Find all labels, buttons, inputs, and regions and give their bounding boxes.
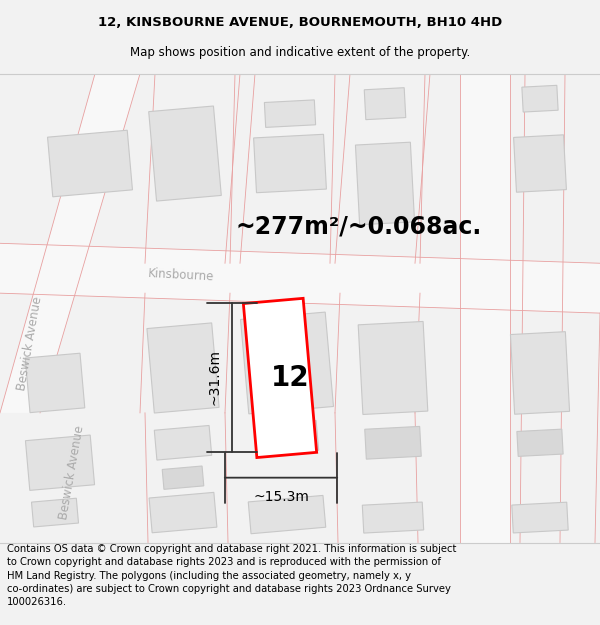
Polygon shape <box>248 496 326 534</box>
Text: ~277m²/~0.068ac.: ~277m²/~0.068ac. <box>235 214 481 238</box>
Polygon shape <box>362 502 424 533</box>
Polygon shape <box>154 426 212 460</box>
Polygon shape <box>162 466 204 489</box>
Polygon shape <box>460 74 510 542</box>
Polygon shape <box>358 321 428 414</box>
Text: Kinsbourne: Kinsbourne <box>148 267 215 283</box>
Polygon shape <box>254 134 326 192</box>
Text: ~15.3m: ~15.3m <box>253 489 309 504</box>
Polygon shape <box>0 74 140 413</box>
Polygon shape <box>512 502 568 533</box>
Text: 12: 12 <box>271 364 310 392</box>
Polygon shape <box>31 498 79 527</box>
Polygon shape <box>261 421 319 455</box>
Text: 12, KINSBOURNE AVENUE, BOURNEMOUTH, BH10 4HD: 12, KINSBOURNE AVENUE, BOURNEMOUTH, BH10… <box>98 16 502 29</box>
Polygon shape <box>241 312 334 414</box>
Polygon shape <box>364 88 406 119</box>
Polygon shape <box>511 332 569 414</box>
Polygon shape <box>0 243 600 313</box>
Polygon shape <box>355 142 415 225</box>
Text: Beswick Avenue: Beswick Avenue <box>58 424 86 521</box>
Polygon shape <box>365 426 421 459</box>
Polygon shape <box>265 100 316 127</box>
Text: Beswick Avenue: Beswick Avenue <box>16 295 44 391</box>
Text: Contains OS data © Crown copyright and database right 2021. This information is : Contains OS data © Crown copyright and d… <box>7 544 457 607</box>
Text: ~31.6m: ~31.6m <box>208 349 222 406</box>
Polygon shape <box>517 429 563 456</box>
Polygon shape <box>514 135 566 192</box>
Polygon shape <box>149 106 221 201</box>
Polygon shape <box>147 323 219 413</box>
Polygon shape <box>244 298 317 458</box>
Polygon shape <box>47 130 133 197</box>
Polygon shape <box>522 86 558 112</box>
Polygon shape <box>25 435 95 491</box>
Polygon shape <box>149 492 217 532</box>
Polygon shape <box>25 353 85 412</box>
Text: Map shows position and indicative extent of the property.: Map shows position and indicative extent… <box>130 46 470 59</box>
